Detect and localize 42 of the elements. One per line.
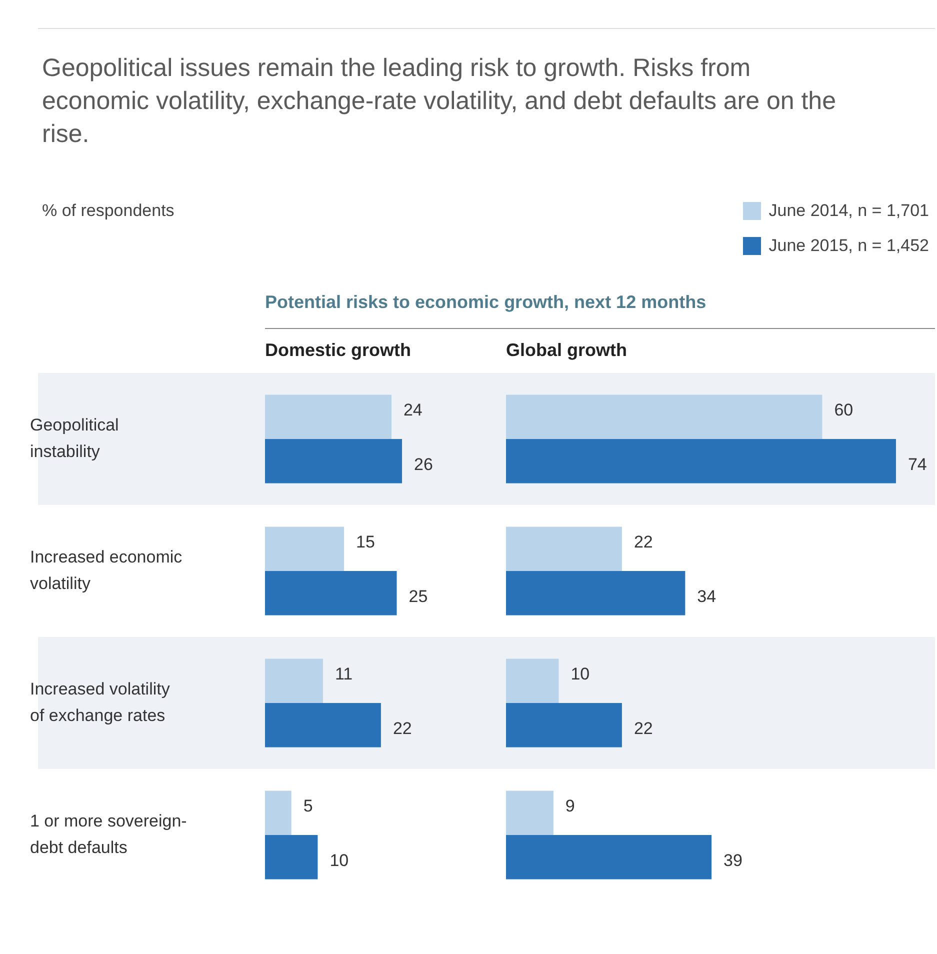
data-label: 26 <box>414 454 433 474</box>
legend-label: June 2015, n = 1,452 <box>768 236 929 256</box>
bar <box>265 703 381 748</box>
data-label: 5 <box>303 796 313 816</box>
bar <box>506 571 686 616</box>
data-label: 9 <box>565 796 575 816</box>
bar <box>265 439 402 484</box>
bar <box>265 790 292 835</box>
bar <box>265 571 397 616</box>
y-tick-label: Increased volatility of exchange rates <box>30 680 170 725</box>
bar <box>506 835 712 880</box>
bar <box>506 394 822 439</box>
data-label: 39 <box>724 850 742 870</box>
bar <box>506 526 622 571</box>
data-label: 25 <box>408 586 428 606</box>
data-label: 24 <box>403 400 422 420</box>
bar <box>265 835 318 880</box>
data-label: 10 <box>330 850 349 870</box>
data-label: 15 <box>356 532 375 552</box>
chart-title: Domestic growth <box>265 340 412 361</box>
text: Potential risks to economic growth, next 12 months <box>265 292 706 313</box>
y-tick-label: Increased economic volatility <box>30 548 183 593</box>
data-label: 60 <box>834 400 854 420</box>
data-label: 22 <box>634 718 653 738</box>
bar <box>506 703 622 748</box>
legend-label: June 2014, n = 1,701 <box>768 201 929 221</box>
data-label: 22 <box>634 532 653 552</box>
bar <box>265 394 392 439</box>
data-label: 74 <box>908 454 927 474</box>
bar <box>506 658 559 703</box>
data-label: 10 <box>570 664 590 684</box>
data-label: 22 <box>392 718 412 738</box>
bar <box>265 526 344 571</box>
y-tick-label: Geopolitical instability <box>30 416 119 461</box>
bar <box>265 658 323 703</box>
text: Geopolitical issues remain the leading risk to growth. Risks from economic volatility, exchange-rate volatility, and debt defaults are on the rise. <box>42 53 837 150</box>
data-label: 11 <box>334 664 353 684</box>
y-tick-label: 1 or more sovereign-debt defaults <box>30 812 187 857</box>
text: % of respondents <box>42 201 174 221</box>
data-label: 34 <box>697 586 716 606</box>
bar <box>506 790 554 835</box>
chart-title: Global growth <box>506 340 627 361</box>
